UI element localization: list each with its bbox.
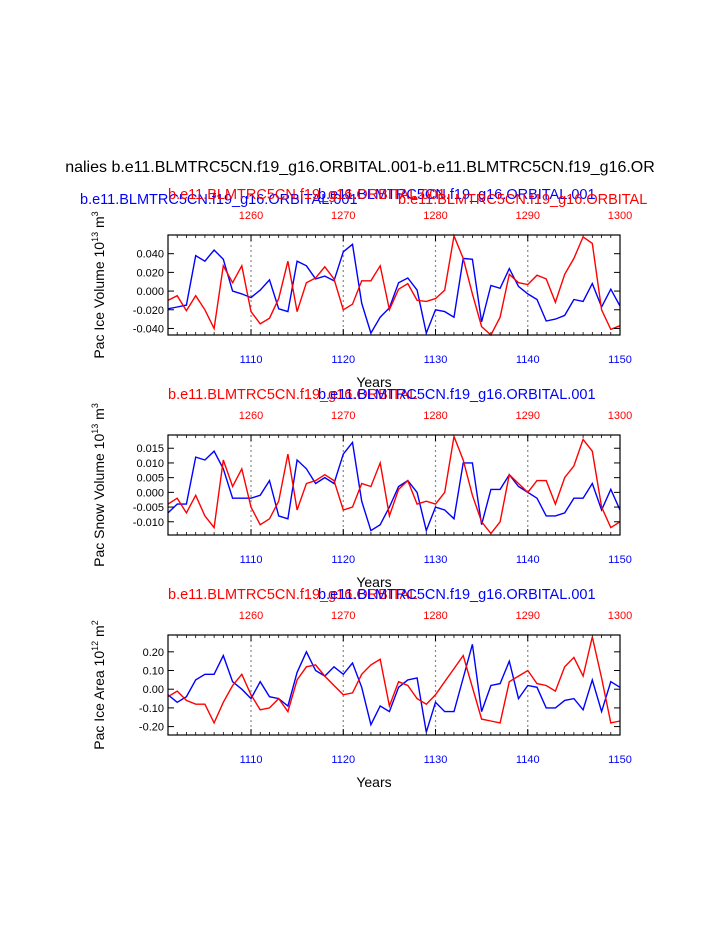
x-tick-label-top: 1270 — [331, 210, 355, 222]
x-tick-label-bottom: 1110 — [240, 554, 263, 566]
y-axis-label: Pac Snow Volume 1013 m3 — [90, 403, 107, 567]
x-tick-label-top: 1280 — [423, 210, 447, 222]
x-tick-label-top: 1270 — [331, 610, 355, 622]
chart-panel-3: -0.20 -0.10 0.00 0.10 0.20 1110 1120 1130 1140 11… — [90, 587, 632, 790]
x-tick-label-bottom: 1120 — [331, 354, 355, 366]
chart-panel-1: -0.040 -0.020 0.000 0.020 0.040 1110 1120 1130 1… — [80, 187, 647, 390]
series-line-red — [167, 636, 621, 725]
y-axis-label-part: 13 — [90, 232, 100, 242]
y-tick-label: 0.010 — [136, 458, 164, 470]
plot-frame — [167, 634, 621, 736]
y-tick-label: -0.20 — [139, 722, 164, 734]
series-line-red — [167, 433, 621, 535]
y-tick-label: 0.000 — [136, 286, 164, 298]
x-tick-label-top: 1290 — [516, 610, 540, 622]
y-tick-label: -0.040 — [133, 323, 164, 335]
x-tick-label-bottom: 1150 — [608, 754, 632, 766]
y-axis-label-part: 3 — [90, 211, 100, 216]
y-tick-label: 0.000 — [136, 487, 164, 499]
y-axis-label: Pac Ice Area 1012 m2 — [90, 620, 107, 749]
x-tick-label-bottom: 1140 — [516, 554, 540, 566]
y-axis-label-part: Pac Snow Volume 10 — [91, 434, 107, 567]
panel-title-red: b.e11.BLMTRC5CN.f19_g16.ORBITAL — [398, 192, 647, 208]
y-tick-label: 0.040 — [136, 249, 164, 261]
panel-title-blue: b.e11.BLMTRC5CN.f19_g16.ORBITAL.001 — [318, 587, 596, 603]
y-axis-label-part: m — [91, 216, 107, 232]
y-axis-label-part: 13 — [90, 424, 100, 434]
x-tick-label-bottom: 1110 — [240, 354, 263, 366]
x-tick-label-top: 1300 — [608, 610, 632, 622]
x-tick-label-bottom: 1120 — [331, 754, 355, 766]
x-tick-label-bottom: 1140 — [516, 754, 540, 766]
y-tick-label: 0.020 — [136, 267, 164, 279]
panel-title-red: b.e11.BLMTRC5CN.f19_g16.ORBITAL — [168, 587, 417, 603]
y-tick-label: 0.005 — [136, 473, 164, 485]
y-axis-label-part: m — [91, 408, 107, 424]
plot-frame — [167, 434, 621, 536]
y-tick-label: -0.020 — [133, 305, 164, 317]
x-tick-label-top: 1290 — [516, 210, 540, 222]
x-tick-label-bottom: 1130 — [424, 354, 448, 366]
x-axis-label: Years — [356, 574, 391, 590]
x-tick-label-top: 1280 — [423, 610, 447, 622]
y-tick-label: 0.10 — [143, 666, 164, 678]
panel-title-blue: b.e11.BLMTRC5CN.f19_g16.ORBITAL.001 — [318, 387, 596, 403]
series-line-red — [167, 233, 621, 337]
plot-frame — [167, 234, 621, 336]
y-axis-label-part: m — [91, 625, 107, 641]
y-axis-label-part: 2 — [90, 620, 100, 625]
y-axis-label-part: 12 — [90, 641, 100, 651]
x-tick-label-top: 1270 — [331, 410, 355, 422]
y-axis-label-part: Pac Ice Volume 10 — [91, 242, 107, 359]
panel-title-red: b.e11.BLMTRC5CN.f19_g16.ORBITAL — [168, 387, 417, 403]
panel-title-blue: b.e11.BLMTRC5CN.f19_g16.ORBITAL.001 — [318, 187, 596, 203]
x-tick-label-bottom: 1130 — [424, 554, 448, 566]
series-line-blue — [167, 644, 621, 733]
x-tick-label-bottom: 1110 — [240, 754, 263, 766]
y-tick-label: -0.010 — [133, 517, 164, 529]
series-line-blue — [167, 440, 621, 533]
y-axis-label-part: 3 — [90, 403, 100, 408]
panel-title-blue-left: b.e11.BLMTRC5CN.f19_g16.ORBITAL.001 — [80, 192, 358, 208]
x-tick-label-bottom: 1140 — [516, 354, 540, 366]
x-tick-label-top: 1300 — [608, 410, 632, 422]
x-tick-label-bottom: 1130 — [424, 754, 448, 766]
x-tick-label-top: 1300 — [608, 210, 632, 222]
x-tick-label-top: 1260 — [239, 410, 263, 422]
x-tick-label-bottom: 1150 — [608, 354, 632, 366]
y-tick-label: -0.10 — [139, 703, 164, 715]
panel-title-red-left: b.e11.BLMTRC5CN.f19_g16.ORBITAL.001 — [168, 187, 446, 203]
x-tick-label-top: 1290 — [516, 410, 540, 422]
series-line-blue — [167, 242, 621, 336]
x-tick-label-bottom: 1150 — [608, 554, 632, 566]
x-axis-label: Years — [356, 774, 391, 790]
x-axis-label: Years — [356, 374, 391, 390]
y-tick-label: 0.00 — [143, 684, 164, 696]
y-tick-label: 0.015 — [136, 443, 164, 455]
y-tick-label: 0.20 — [143, 647, 164, 659]
chart-panel-2: -0.010 -0.005 0.000 0.005 0.010 0.015 1110 1120… — [90, 387, 632, 590]
x-tick-label-bottom: 1120 — [331, 554, 355, 566]
y-tick-label: -0.005 — [133, 502, 164, 514]
y-axis-label-part: Pac Ice Area 10 — [91, 651, 107, 750]
y-axis-label: Pac Ice Volume 1013 m3 — [90, 211, 107, 358]
x-tick-label-top: 1280 — [423, 410, 447, 422]
main-title: nalies b.e11.BLMTRC5CN.f19_g16.ORBITAL.0… — [65, 159, 655, 176]
x-tick-label-top: 1260 — [239, 610, 263, 622]
x-tick-label-top: 1260 — [239, 210, 263, 222]
